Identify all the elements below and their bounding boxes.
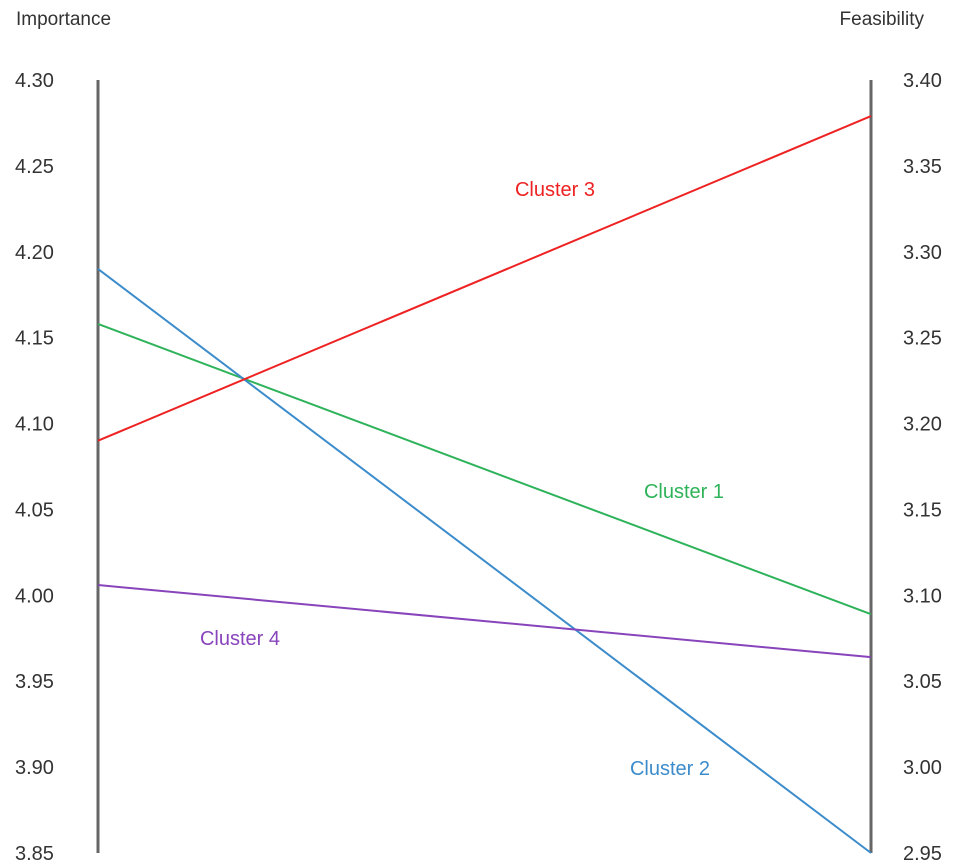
left-tick-label: 3.95 xyxy=(15,671,54,693)
cluster-1-label: Cluster 1 xyxy=(644,481,724,503)
left-tick-label: 4.20 xyxy=(15,242,54,264)
series-lines xyxy=(97,115,872,854)
left-tick-label: 4.15 xyxy=(15,328,54,350)
left-tick-label: 4.30 xyxy=(15,70,54,92)
left-tick-label: 3.90 xyxy=(15,757,54,779)
right-tick-label: 3.35 xyxy=(903,156,942,178)
right-tick-label: 3.00 xyxy=(903,757,942,779)
left-tick-label: 4.10 xyxy=(15,414,54,436)
left-axis-title: Importance xyxy=(16,9,111,30)
right-tick-label: 3.05 xyxy=(903,671,942,693)
left-tick-label: 3.85 xyxy=(15,843,54,865)
cluster-2-label: Cluster 2 xyxy=(630,758,710,780)
left-tick-label: 4.05 xyxy=(15,499,54,521)
cluster-4-label: Cluster 4 xyxy=(200,628,280,650)
series-line-cluster-1 xyxy=(97,322,872,616)
cluster-3-label: Cluster 3 xyxy=(515,179,595,201)
left-tick-labels: 4.30 4.25 4.20 4.15 4.10 4.05 4.00 3.95 3.90 3.85 xyxy=(15,70,54,865)
series-line-cluster-2 xyxy=(97,268,872,854)
right-tick-labels: 3.40 3.35 3.30 3.25 3.20 3.15 3.10 3.05 3.00 2.95 xyxy=(903,70,942,865)
left-tick-label: 4.25 xyxy=(15,156,54,178)
right-tick-label: 3.10 xyxy=(903,585,942,607)
right-tick-label: 2.95 xyxy=(903,843,942,865)
right-tick-label: 3.30 xyxy=(903,242,942,264)
left-tick-label: 4.00 xyxy=(15,585,54,607)
right-tick-label: 3.25 xyxy=(903,328,942,350)
right-tick-label: 3.40 xyxy=(903,70,942,92)
right-axis-title: Feasibility xyxy=(840,9,925,30)
series-line-cluster-4 xyxy=(97,584,872,659)
right-tick-label: 3.15 xyxy=(903,499,942,521)
series-line-cluster-3 xyxy=(97,115,872,442)
right-tick-label: 3.20 xyxy=(903,414,942,436)
